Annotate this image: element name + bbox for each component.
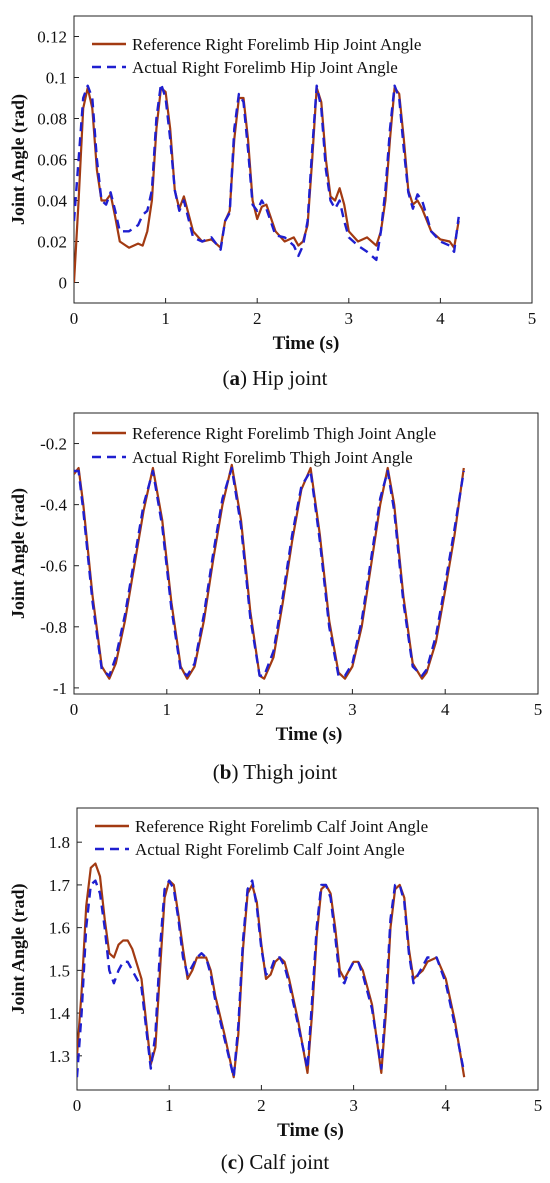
x-axis-label: Time (s)	[277, 1120, 344, 1141]
x-tick-label: 5	[534, 700, 543, 719]
caption-hip: (a) Hip joint	[222, 366, 328, 390]
legend-label: Reference Right Forelimb Thigh Joint Ang…	[132, 424, 436, 443]
y-tick-label: 0	[59, 274, 68, 293]
x-axis-label: Time (s)	[276, 724, 343, 745]
legend-label: Actual Right Forelimb Calf Joint Angle	[135, 840, 405, 859]
x-tick-label: 4	[442, 1096, 451, 1115]
x-tick-label: 3	[348, 700, 357, 719]
legend-label: Actual Right Forelimb Thigh Joint Angle	[132, 448, 413, 467]
caption-letter: a	[229, 366, 240, 390]
y-tick-label: 0.08	[37, 110, 67, 129]
y-tick-label: -1	[53, 679, 67, 698]
x-tick-label: 0	[70, 309, 79, 328]
legend-label: Reference Right Forelimb Calf Joint Angl…	[135, 817, 428, 836]
x-tick-label: 4	[436, 309, 445, 328]
caption-text: Thigh joint	[238, 760, 338, 784]
x-tick-label: 4	[441, 700, 450, 719]
y-axis-label: Joint Angle (rad)	[8, 94, 29, 225]
chart-panel-hip: 0 1 2 3 4 5 0 0.02 0.04 0.06 0.08 0.1 0.12 Time (s) Jo…	[0, 0, 550, 365]
caption-thigh: (b) Thigh joint	[212, 760, 338, 784]
plot-frame	[73, 15, 533, 304]
plot-frame	[73, 412, 539, 695]
x-tick-label: 5	[534, 1096, 543, 1115]
actual-series-line	[77, 879, 466, 1079]
x-tick-label: 3	[349, 1096, 358, 1115]
x-tick-label: 0	[73, 1096, 82, 1115]
x-axis-label: Time (s)	[273, 333, 340, 354]
x-tick-label: 3	[345, 309, 354, 328]
y-tick-label: 0.06	[37, 151, 67, 170]
y-tick-label: 1.4	[49, 1004, 71, 1023]
y-tick-label: -0.8	[40, 618, 67, 637]
x-tick-label: 1	[163, 700, 172, 719]
x-tick-label: 2	[257, 1096, 266, 1115]
y-tick-label: 1.7	[49, 876, 71, 895]
y-tick-label: 1.6	[49, 919, 70, 938]
y-tick-label: -0.2	[40, 435, 67, 454]
y-axis-label: Joint Angle (rad)	[8, 488, 29, 619]
chart-panel-thigh: 0 1 2 3 4 5 -1 -0.8 -0.6 -0.4 -0.2 Time (s) Joint An…	[0, 403, 550, 758]
y-tick-label: 0.04	[37, 192, 67, 211]
chart-panel-calf: 0 1 2 3 4 5 1.3 1.4 1.5 1.6 1.7 1.8 Time (s) Joint An…	[0, 798, 550, 1150]
caption-text: Hip joint	[246, 366, 328, 390]
y-axis-label: Joint Angle (rad)	[8, 883, 29, 1014]
y-tick-label: -0.4	[40, 496, 67, 515]
y-tick-label: 0.02	[37, 233, 67, 252]
y-tick-label: 1.5	[49, 961, 70, 980]
x-tick-label: 2	[255, 700, 264, 719]
caption-calf: (c) Calf joint	[220, 1150, 330, 1174]
x-tick-label: 2	[253, 309, 262, 328]
y-tick-label: 0.12	[37, 28, 67, 47]
x-tick-label: 1	[161, 309, 170, 328]
y-tick-label: 1.3	[49, 1047, 70, 1066]
caption-letter: b	[219, 760, 232, 784]
legend-label: Actual Right Forelimb Hip Joint Angle	[132, 58, 398, 77]
legend-label: Reference Right Forelimb Hip Joint Angle	[132, 35, 421, 54]
x-tick-label: 5	[528, 309, 537, 328]
x-tick-label: 1	[165, 1096, 174, 1115]
hip-joint-chart: 0 1 2 3 4 5 0 0.02 0.04 0.06 0.08 0.1 0.12 Time (s) Jo…	[8, 15, 537, 354]
caption-text: Calf joint	[244, 1150, 330, 1174]
caption-letter: c	[227, 1150, 238, 1174]
x-tick-label: 0	[70, 700, 79, 719]
calf-joint-chart: 0 1 2 3 4 5 1.3 1.4 1.5 1.6 1.7 1.8 Time (s) Joint An…	[8, 807, 543, 1141]
y-tick-label: -0.6	[40, 557, 67, 576]
y-tick-label: 1.8	[49, 833, 70, 852]
thigh-joint-chart: 0 1 2 3 4 5 -1 -0.8 -0.6 -0.4 -0.2 Time (s) Joint An…	[8, 412, 543, 745]
y-tick-label: 0.1	[46, 69, 67, 88]
